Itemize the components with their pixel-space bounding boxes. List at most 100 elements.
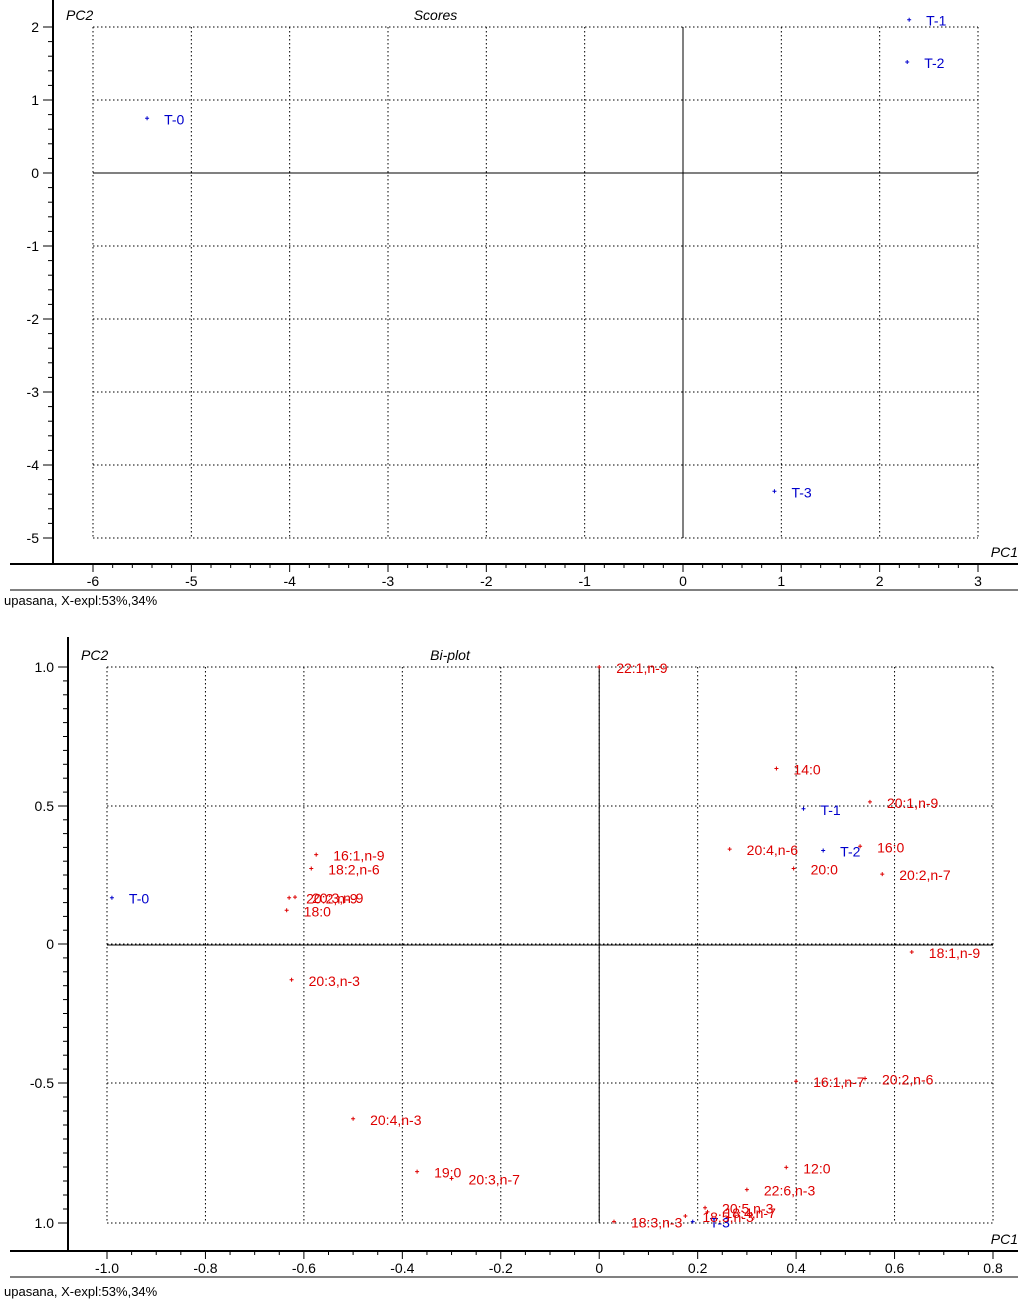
x-axis-label: PC1 bbox=[991, 1231, 1018, 1247]
x-tick-label: -4 bbox=[283, 573, 296, 589]
y-axis-label: PC2 bbox=[66, 7, 93, 23]
data-point-marker bbox=[863, 1076, 868, 1081]
data-point-label: 20:4,n-3 bbox=[370, 1112, 422, 1128]
data-point-marker bbox=[309, 866, 314, 871]
data-point-marker bbox=[145, 116, 150, 121]
y-tick-label: 0.5 bbox=[35, 798, 55, 814]
data-point-label: T-3 bbox=[791, 484, 811, 500]
y-tick-label: 1.0 bbox=[35, 659, 55, 675]
data-point-label: 18:5,n-3 bbox=[702, 1209, 754, 1225]
y-tick-label: 0 bbox=[31, 165, 39, 181]
data-point-label: T-0 bbox=[129, 891, 149, 907]
data-point-marker bbox=[801, 806, 806, 811]
data-point-marker bbox=[880, 872, 885, 877]
y-tick-label: 2 bbox=[31, 19, 39, 35]
data-point-marker bbox=[314, 852, 319, 857]
data-point-label: 20:2,n-7 bbox=[899, 867, 951, 883]
data-point-marker bbox=[727, 847, 732, 852]
x-tick-label: 0.8 bbox=[983, 1260, 1003, 1276]
data-point-label: T-2 bbox=[924, 55, 944, 71]
x-tick-label: -5 bbox=[185, 573, 198, 589]
x-tick-label: -0.6 bbox=[292, 1260, 316, 1276]
x-tick-label: 3 bbox=[974, 573, 982, 589]
data-point-label: 19:0 bbox=[434, 1165, 461, 1181]
data-point-label: 18:1,n-9 bbox=[929, 945, 981, 961]
data-point-label: 16:1,n-9 bbox=[333, 848, 385, 864]
data-point-marker bbox=[705, 1209, 710, 1214]
x-axis-label: PC1 bbox=[991, 544, 1018, 560]
data-point-marker bbox=[287, 895, 292, 900]
x-tick-label: -1 bbox=[578, 573, 591, 589]
x-tick-label: -0.4 bbox=[390, 1260, 414, 1276]
data-point-label: 20:3,n-9 bbox=[312, 890, 364, 906]
footer-text: upasana, X-expl:53%,34% bbox=[4, 1284, 158, 1299]
x-tick-label: 1 bbox=[777, 573, 785, 589]
chart-panel-2: 1.0 0.5 0 -0.5 1.0 -1.0 -0.8 -0.6 -0.4 -0.2 0 0.2 0.… bbox=[4, 637, 1018, 1299]
data-point-marker bbox=[905, 60, 910, 65]
data-point-marker bbox=[611, 1219, 616, 1224]
data-point-marker bbox=[909, 949, 914, 954]
x-tick-label: -1.0 bbox=[95, 1260, 119, 1276]
data-point-marker bbox=[867, 799, 872, 804]
data-point-marker bbox=[703, 1205, 708, 1210]
x-tick-label: -0.2 bbox=[489, 1260, 513, 1276]
data-point-label: 16:0 bbox=[877, 839, 904, 855]
x-tick-label: 0.6 bbox=[885, 1260, 905, 1276]
data-point-label: T-2 bbox=[840, 843, 860, 859]
chart-title: Bi-plot bbox=[430, 647, 471, 663]
data-point-label: 20:4,n-6 bbox=[747, 842, 799, 858]
y-tick-label: -5 bbox=[27, 530, 40, 546]
data-point-label: 14:0 bbox=[793, 761, 820, 777]
data-point-label: T-3 bbox=[710, 1215, 730, 1231]
y-tick-label: -3 bbox=[27, 384, 40, 400]
data-point-marker bbox=[289, 977, 294, 982]
data-point-marker bbox=[744, 1187, 749, 1192]
data-point-label: T-0 bbox=[164, 111, 184, 127]
data-point-label: 18:4,n-7 bbox=[725, 1205, 777, 1221]
chart-title: Scores bbox=[414, 7, 458, 23]
data-point-label: 20:2,n-6 bbox=[882, 1071, 934, 1087]
y-tick-label: 0 bbox=[46, 936, 54, 952]
data-point-marker bbox=[293, 895, 298, 900]
footer-text: upasana, X-expl:53%,34% bbox=[4, 593, 158, 608]
data-point-marker bbox=[415, 1169, 420, 1174]
data-point-marker bbox=[597, 665, 602, 669]
data-point-label: 20:5,n-3 bbox=[722, 1201, 774, 1217]
x-tick-label: 0 bbox=[595, 1260, 603, 1276]
data-point-marker bbox=[690, 1219, 695, 1224]
data-point-marker bbox=[772, 489, 777, 494]
y-tick-label: -0.5 bbox=[30, 1075, 54, 1091]
x-tick-label: 2 bbox=[876, 573, 884, 589]
data-point-marker bbox=[794, 1079, 799, 1084]
data-point-marker bbox=[683, 1214, 688, 1219]
y-tick-label: -4 bbox=[27, 457, 40, 473]
x-tick-label: 0 bbox=[679, 573, 687, 589]
data-point-marker bbox=[858, 844, 863, 849]
y-tick-label: 1.0 bbox=[35, 1215, 55, 1231]
x-tick-label: -2 bbox=[480, 573, 493, 589]
data-point-marker bbox=[791, 866, 796, 871]
data-point-label: 18:2,n-6 bbox=[328, 862, 380, 878]
data-point-label: 20:1,n-9 bbox=[887, 795, 939, 811]
data-point-label: 18:3,n-3 bbox=[631, 1215, 683, 1231]
data-point-marker bbox=[821, 848, 826, 853]
data-point-label: 22:6,n-3 bbox=[764, 1183, 816, 1199]
x-tick-label: 0.2 bbox=[688, 1260, 708, 1276]
x-tick-label: -0.8 bbox=[193, 1260, 217, 1276]
data-point-marker bbox=[109, 895, 114, 900]
data-point-label: 12:0 bbox=[803, 1160, 830, 1176]
data-point-label: 20:2,n-9 bbox=[306, 891, 358, 907]
data-point-label: 16:1,n-7 bbox=[813, 1074, 865, 1090]
data-point-label: T-1 bbox=[820, 802, 840, 818]
data-point-marker bbox=[449, 1176, 454, 1181]
data-point-label: T-1 bbox=[926, 13, 946, 29]
data-point-label: 20:3,n-7 bbox=[469, 1172, 521, 1188]
data-point-label: 18:0 bbox=[304, 903, 331, 919]
chart-panel-1: 2 1 0 -1 -2 -3 -4 -5 -6 -5 -4 -3 -2 -1 0 1 2 3 Scores PC2 PC… bbox=[4, 0, 1018, 608]
y-tick-label: -1 bbox=[27, 238, 40, 254]
data-point-label: 20:3,n-3 bbox=[309, 973, 361, 989]
data-point-marker bbox=[907, 17, 912, 22]
data-point-label: 22:1,n-9 bbox=[616, 660, 668, 676]
